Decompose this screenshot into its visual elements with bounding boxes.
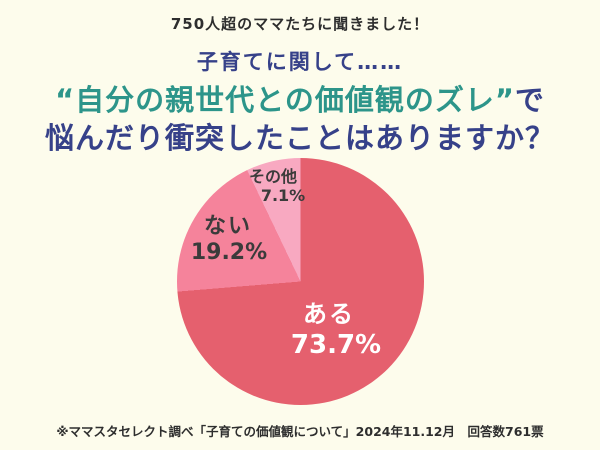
headline-particle: で xyxy=(514,83,545,117)
source-note: ※ママスタセレクト調べ「子育ての価値観について」2024年11.12月 回答数7… xyxy=(56,424,544,439)
question-headline-line1: “自分の親世代との価値観のズレ”で xyxy=(0,77,600,119)
pie-chart xyxy=(177,158,424,405)
survey-topline: 750人超のママたちに聞きました！ xyxy=(170,15,430,33)
headline-quoted-phrase: “自分の親世代との価値観のズレ” xyxy=(55,83,515,117)
question-headline-line2: 悩んだり衝突したことはありますか？ xyxy=(44,121,555,155)
pie-slice-label-other: その他 xyxy=(248,167,297,186)
pie-slice-value-yes: 73.7% xyxy=(290,330,382,360)
pie-slice-value-no: 19.2% xyxy=(190,240,268,265)
pie-slice-label-no: ない xyxy=(203,214,252,239)
pie-slice-value-other: 7.1% xyxy=(260,186,306,205)
pie-slice-label-yes: ある xyxy=(303,300,355,328)
question-lead: 子育てに関して…… xyxy=(196,50,404,74)
